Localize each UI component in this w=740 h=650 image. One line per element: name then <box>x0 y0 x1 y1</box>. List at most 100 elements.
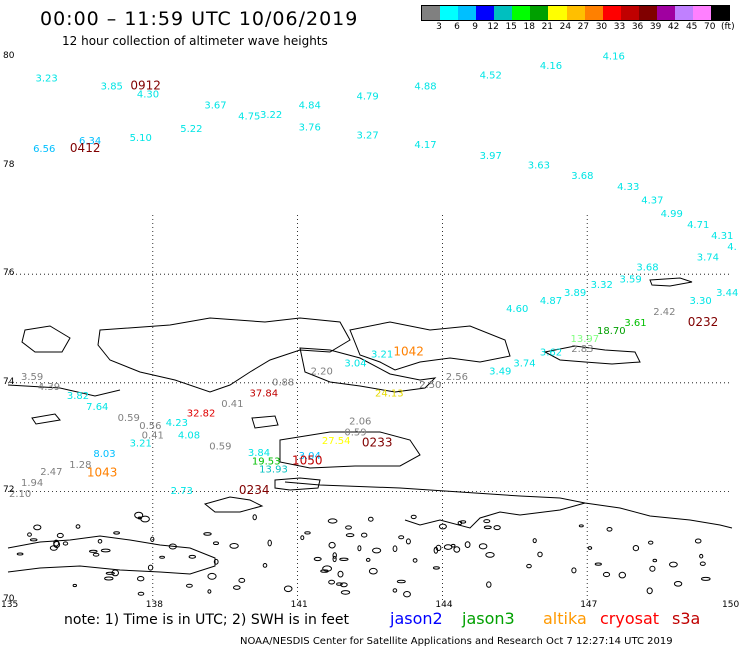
wave-height-value: 1.94 <box>21 478 43 489</box>
coastline-shape <box>7 535 216 575</box>
page-title: 00:00 – 11:59 UTC 10/06/2019 <box>40 8 359 30</box>
lake-shape <box>602 571 611 578</box>
wave-height-value: 3.04 <box>299 451 321 462</box>
lake-shape <box>392 545 398 553</box>
colorbar-label: 45 <box>685 22 698 32</box>
wave-height-value: 3.76 <box>299 122 321 133</box>
longitude-label: 150 <box>722 600 740 610</box>
lake-shape <box>252 514 257 521</box>
lake-shape <box>649 565 656 572</box>
colorbar-label: 42 <box>667 22 680 32</box>
coastline-shape <box>274 477 321 491</box>
lake-shape <box>320 569 329 573</box>
colorbar-label: 70 <box>704 22 716 32</box>
wave-height-value: 2.73 <box>171 486 193 497</box>
lake-shape <box>72 583 78 588</box>
wave-height-value: 3.59 <box>619 274 641 285</box>
colorbar-label: 39 <box>649 22 662 32</box>
lake-shape <box>532 538 537 544</box>
lake-shape <box>357 545 362 552</box>
coastline-shape <box>543 345 641 365</box>
colorbar-label: 27 <box>577 22 590 32</box>
lake-shape <box>652 558 658 563</box>
lake-shape <box>327 518 338 524</box>
lake-shape <box>450 543 456 548</box>
lake-shape <box>137 576 145 582</box>
lake-shape <box>104 576 114 581</box>
lake-shape <box>238 577 246 583</box>
lake-shape <box>213 558 219 565</box>
lake-shape <box>159 555 166 559</box>
wave-height-value: 3.59 <box>21 372 43 383</box>
lake-shape <box>412 558 418 563</box>
lake-shape <box>147 564 154 571</box>
colorbar-label: 3 <box>436 22 442 32</box>
colorbar-swatch <box>530 6 549 20</box>
lake-shape <box>92 552 100 557</box>
colorbar-swatch <box>656 6 675 20</box>
lake-shape <box>56 532 64 539</box>
colorbar-swatch <box>422 6 441 20</box>
page-subtitle: 12 hour collection of altimeter wave hei… <box>62 34 328 48</box>
lake-shape <box>493 525 501 531</box>
lake-shape <box>648 540 654 545</box>
longitude-label: 135 <box>1 600 19 610</box>
lake-shape <box>339 557 349 561</box>
wave-height-value: 6.56 <box>33 144 55 155</box>
lake-shape <box>345 525 352 530</box>
wave-height-value: 3.68 <box>571 171 593 182</box>
wave-height-value: 4.88 <box>414 82 436 93</box>
lake-shape <box>478 543 488 550</box>
wave-height-value: 3.04 <box>344 359 366 370</box>
wave-height-value: 0.59 <box>344 428 366 439</box>
wave-height-value: 27.54 <box>322 436 351 447</box>
coastline-shape <box>349 321 511 371</box>
lake-shape <box>186 583 193 588</box>
wave-height-value: 4.60 <box>506 304 528 315</box>
wave-height-value: 2.10 <box>9 489 31 500</box>
colorbar-swatch <box>548 6 567 20</box>
coastline-shape <box>31 413 61 425</box>
lake-shape <box>443 544 453 550</box>
wave-height-value: 3.63 <box>528 160 550 171</box>
wave-height-value: 2.42 <box>653 307 675 318</box>
wave-height-value: 3.89 <box>564 288 586 299</box>
longitude-label: 144 <box>435 600 453 610</box>
wave-height-value: 2.56 <box>446 372 468 383</box>
wave-height-value: 2.50 <box>419 380 441 391</box>
wave-height-value: 13.97 <box>570 334 599 345</box>
wave-height-value: 4.08 <box>178 431 200 442</box>
lake-shape <box>669 561 678 568</box>
lake-shape <box>578 524 584 528</box>
lake-shape <box>435 544 442 552</box>
lake-shape <box>328 541 336 549</box>
wave-height-value: 32.82 <box>187 409 216 420</box>
wave-height-value: 2.06 <box>349 417 371 428</box>
lake-shape <box>105 571 115 575</box>
wave-height-value: 3.21 <box>130 438 152 449</box>
lake-shape <box>62 541 69 546</box>
graticule <box>8 215 732 600</box>
lake-shape <box>646 587 653 595</box>
wave-height-value: 37.84 <box>249 388 278 399</box>
wave-height-value: 4.99 <box>661 209 683 220</box>
latitude-label: 70 <box>3 594 15 604</box>
satellite-s3a: s3a <box>672 609 701 628</box>
coastline-shape <box>299 347 437 393</box>
wave-height-value: 1.28 <box>69 460 91 471</box>
lake-shape <box>337 570 344 578</box>
colorbar-swatch <box>440 6 459 20</box>
lake-shape <box>113 531 120 535</box>
colorbar-label: 12 <box>487 22 499 32</box>
wave-height-value: 0.56 <box>139 421 161 432</box>
wave-height-value: 3.74 <box>697 253 719 264</box>
colorbar-label: 18 <box>523 22 535 32</box>
lake-shape <box>405 538 411 545</box>
coastline-shape <box>97 317 351 393</box>
lake-shape <box>207 589 212 594</box>
pass-time-label: 0412 <box>70 141 101 155</box>
wave-height-value: 4.87 <box>540 296 562 307</box>
colorbar-swatch <box>584 6 603 20</box>
wave-height-value: 4.52 <box>480 71 502 82</box>
wave-height-value: 3.61 <box>624 318 646 329</box>
